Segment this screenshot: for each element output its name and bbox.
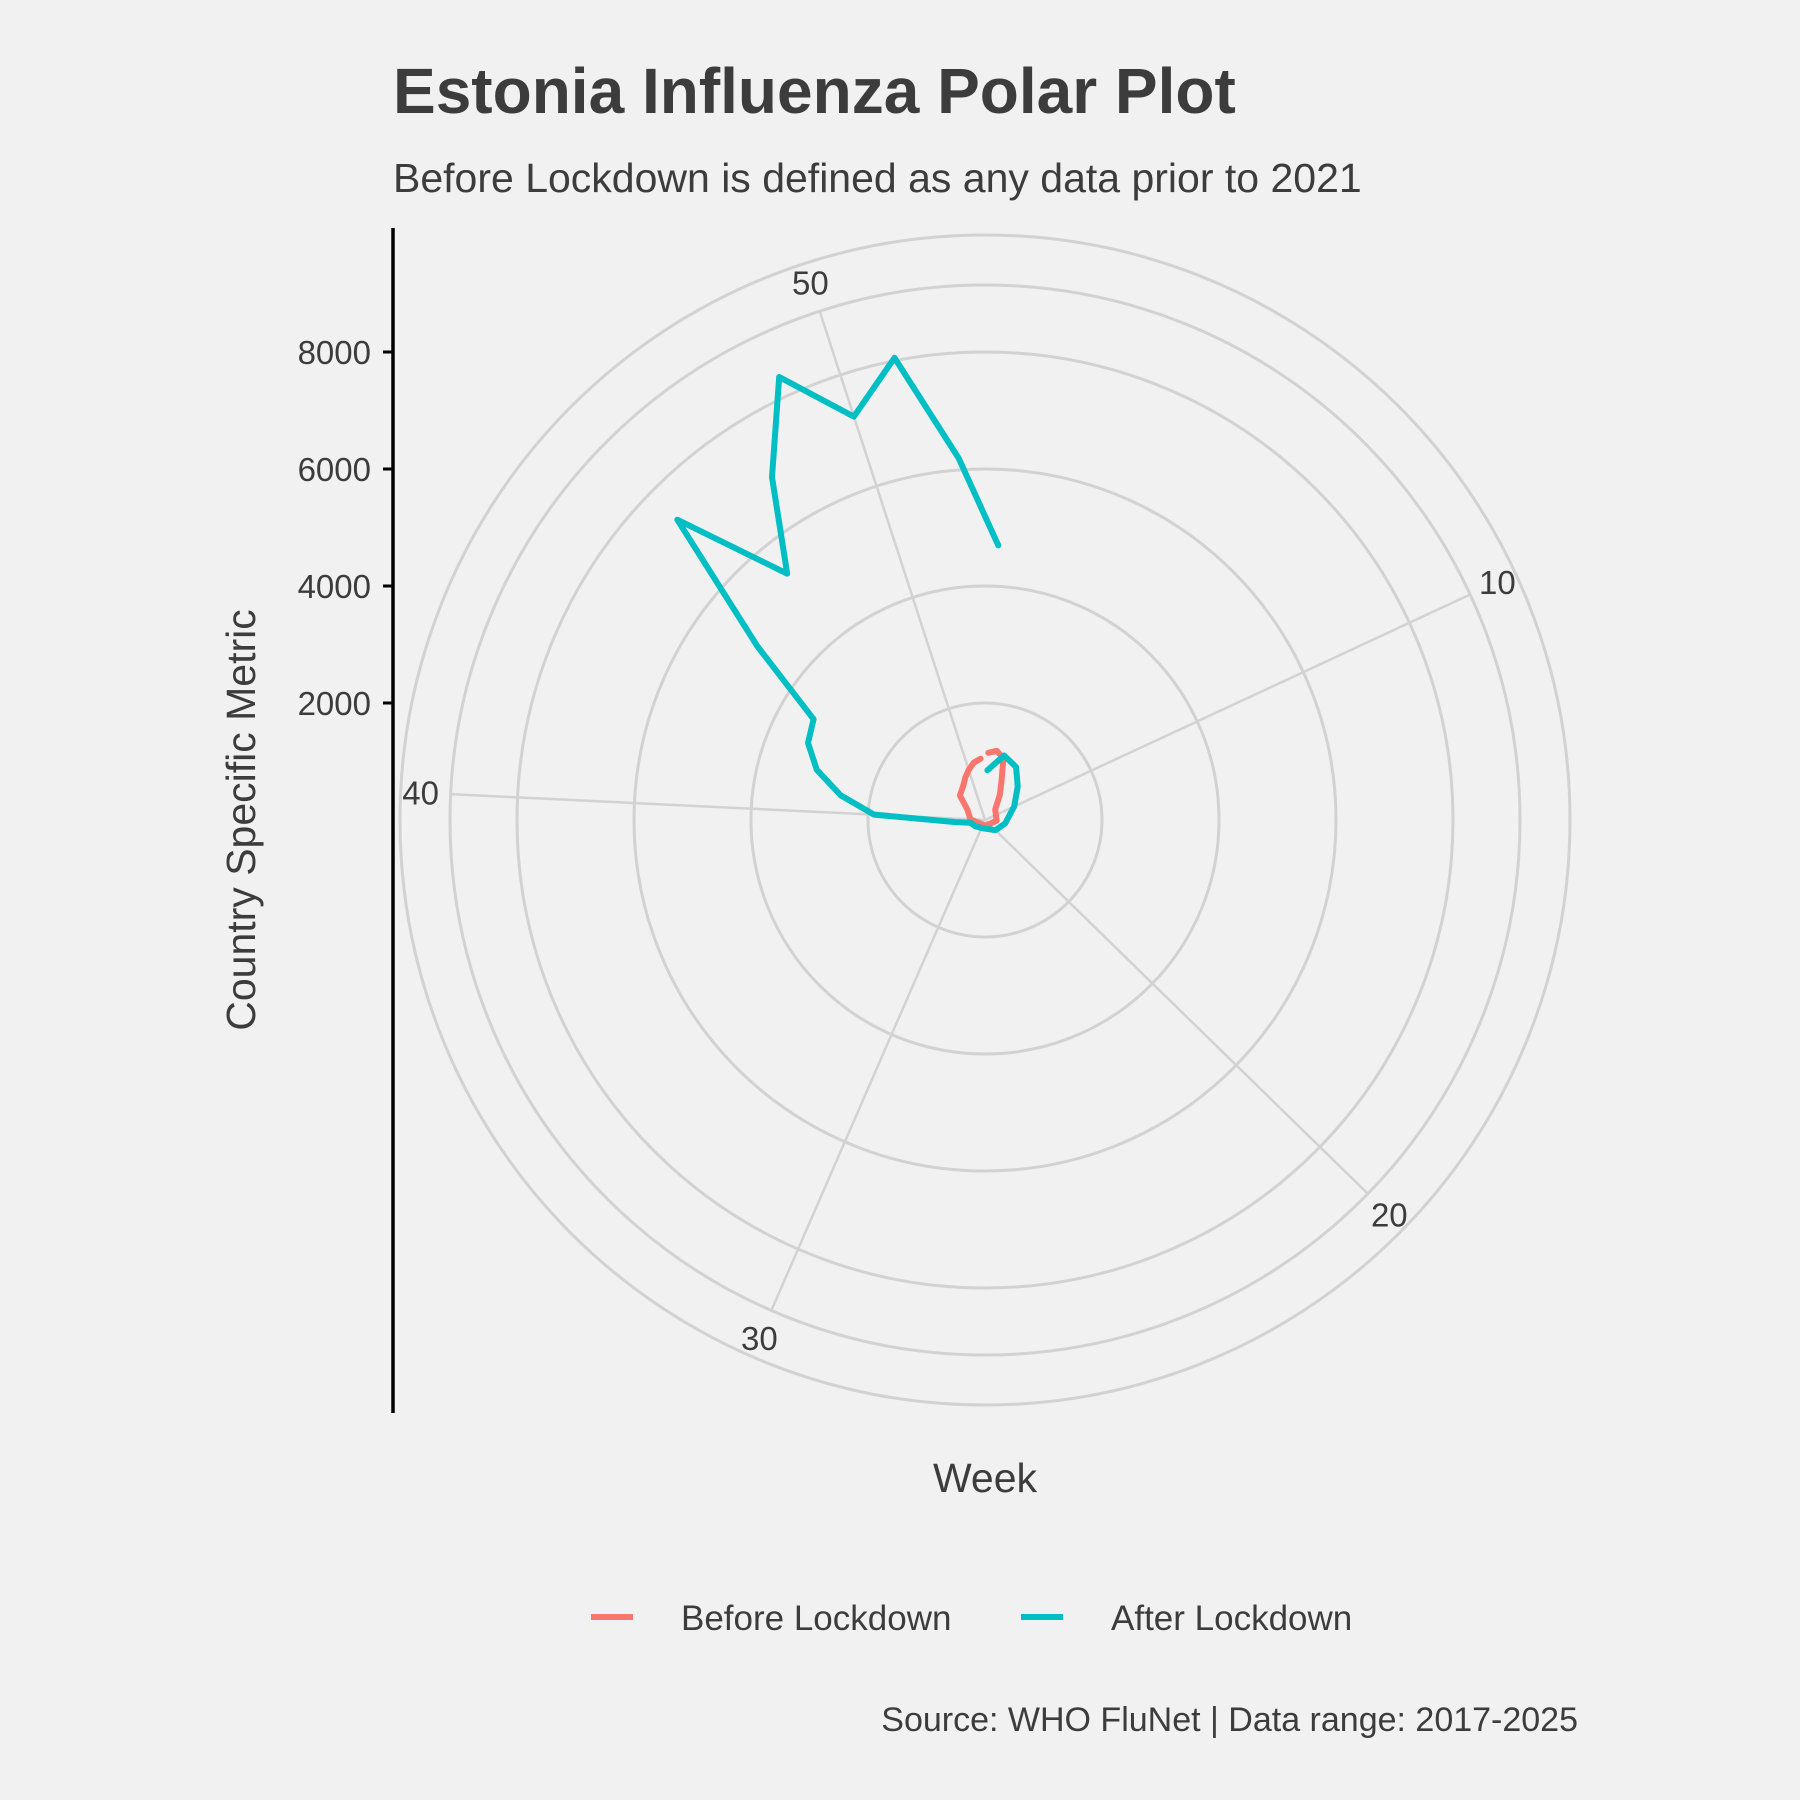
grid-spoke	[770, 819, 987, 1311]
grid-circle	[749, 584, 1221, 1056]
series-line	[674, 354, 1021, 834]
grid-circle	[866, 701, 1104, 939]
x-axis-ticks: 10 20 30 40 50	[402, 265, 1515, 1357]
y-tick-label: 4000	[298, 568, 371, 605]
legend-label: Before Lockdown	[681, 1599, 951, 1638]
x-tick-label: 20	[1371, 1197, 1408, 1234]
y-axis: 2000 4000 6000 8000	[298, 228, 395, 1413]
chart-subtitle: Before Lockdown is defined as any data p…	[393, 155, 1362, 201]
y-tick-label: 8000	[298, 334, 371, 371]
grid-spoke	[984, 819, 1369, 1195]
series-lines	[674, 354, 1021, 834]
x-tick-label: 10	[1479, 564, 1516, 601]
grid-spoke	[984, 593, 1471, 822]
chart-caption: Source: WHO FluNet | Data range: 2017-20…	[881, 1701, 1578, 1739]
y-axis-title: Country Specific Metric	[218, 609, 264, 1031]
grid-circle	[515, 350, 1455, 1290]
grid-spoke	[818, 310, 987, 821]
x-tick-label: 30	[741, 1320, 778, 1357]
x-tick-label: 40	[402, 775, 439, 812]
x-axis-title: Week	[933, 1455, 1038, 1501]
grid-circle	[398, 233, 1572, 1407]
y-tick-label: 2000	[298, 685, 371, 722]
legend-label: After Lockdown	[1111, 1599, 1352, 1638]
chart-title: Estonia Influenza Polar Plot	[393, 55, 1236, 127]
series-line	[956, 747, 1007, 829]
grid-circle-outer	[448, 283, 1522, 1357]
y-tick-label: 6000	[298, 451, 371, 488]
grid-circle	[632, 467, 1338, 1173]
legend: Before Lockdown After Lockdown	[591, 1599, 1352, 1638]
x-tick-label: 50	[792, 265, 829, 302]
